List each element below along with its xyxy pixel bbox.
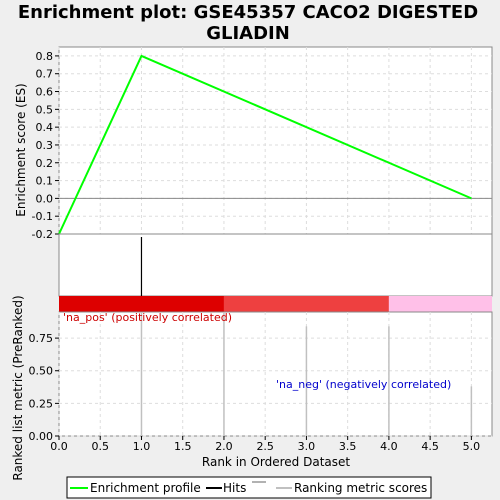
x-tick-label: 1.0	[133, 440, 151, 453]
es-y-axis-label: Enrichment score (ES)	[14, 83, 28, 216]
es-y-tick-label: 0.0	[36, 192, 54, 205]
es-y-tick-label: 0.1	[36, 175, 54, 188]
color-band-segment	[59, 296, 224, 312]
metric-y-tick-label: 0.75	[29, 332, 54, 345]
x-tick-label: 4.0	[380, 440, 398, 453]
x-tick-label: 3.0	[298, 440, 316, 453]
x-tick-label: 5.0	[463, 440, 481, 453]
hits-panel-background	[58, 233, 493, 297]
es-y-tick-label: 0.6	[36, 86, 54, 99]
es-y-tick-label: 0.2	[36, 157, 54, 170]
ranking-color-band	[59, 296, 492, 312]
x-tick-label: 0.0	[50, 440, 68, 453]
x-tick-label: 0.5	[91, 440, 109, 453]
x-tick-label: 2.5	[256, 440, 274, 453]
es-y-tick-label: -0.1	[32, 210, 53, 223]
enrichment-profile-line	[58, 54, 472, 235]
metric-y-tick-label: 0.00	[29, 430, 54, 443]
x-axis-ticks: 0.0 0.5 1.0 1.5 2.0 2.5 3.0 3.5 4.0 4.5 5.0	[50, 436, 480, 453]
es-y-tick-label: 0.7	[36, 68, 54, 81]
metric-y-tick-label: 0.50	[29, 365, 54, 378]
metric-y-axis-label: Ranked list metric (PreRanked)	[11, 295, 25, 480]
es-panel-background	[58, 46, 493, 235]
chart-title-line2: GLIADIN	[206, 23, 290, 44]
x-tick-label: 3.5	[339, 440, 357, 453]
es-y-tick-label: 0.8	[36, 50, 54, 63]
legend-box	[66, 476, 432, 499]
legend-metric-label: Ranking metric scores	[294, 481, 427, 495]
es-panel-grid	[58, 47, 492, 235]
x-axis-label: Rank in Ordered Dataset	[202, 455, 350, 469]
color-band-segment	[223, 296, 389, 312]
legend-hits-label: Hits	[223, 481, 246, 495]
metric-y-ticks: 0.00 0.25 0.50 0.75	[29, 332, 59, 443]
es-y-tick-label: 0.4	[36, 121, 54, 134]
legend-profile-label: Enrichment profile	[90, 481, 201, 495]
es-y-tick-label: 0.3	[36, 139, 54, 152]
es-y-ticks: -0.2 -0.1 0.0 0.1 0.2 0.3 0.4 0.5 0.6 0.7 0.8	[32, 50, 59, 241]
metric-panel-background	[58, 311, 493, 437]
x-tick-label: 1.5	[174, 440, 192, 453]
x-tick-label: 4.5	[421, 440, 439, 453]
ranking-metric-bars	[140, 312, 473, 436]
color-band-segment	[388, 296, 492, 312]
es-y-tick-label: -0.2	[32, 228, 53, 241]
negative-correlation-label: 'na_neg' (negatively correlated)	[276, 378, 451, 391]
x-tick-label: 2.0	[215, 440, 233, 453]
positive-correlation-label: 'na_pos' (positively correlated)	[63, 311, 232, 324]
chart-title-line1: Enrichment plot: GSE45357 CACO2 DIGESTED	[18, 2, 478, 23]
es-y-tick-label: 0.5	[36, 103, 54, 116]
metric-y-tick-label: 0.25	[29, 397, 54, 410]
